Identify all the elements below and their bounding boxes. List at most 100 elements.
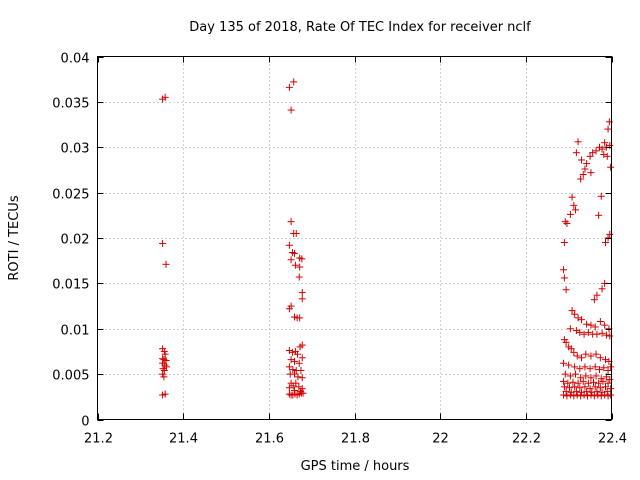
data-point (564, 379, 572, 387)
data-point (574, 314, 582, 322)
data-point (560, 274, 568, 282)
data-point (566, 384, 574, 392)
data-point (599, 377, 607, 385)
data-point (298, 295, 306, 303)
y-tick-label: 0 (81, 415, 89, 430)
y-tick-label: 0.04 (61, 52, 90, 67)
data-point (593, 330, 601, 338)
data-point (602, 383, 610, 391)
data-point (162, 363, 170, 371)
data-point (584, 379, 592, 387)
data-point (587, 374, 595, 382)
data-point (566, 210, 574, 218)
data-point (563, 219, 571, 227)
data-point (595, 379, 603, 387)
data-point (582, 372, 590, 380)
data-point (285, 83, 293, 91)
data-point (561, 370, 569, 378)
data-point (298, 354, 306, 362)
data-point (160, 373, 168, 381)
data-point (287, 218, 295, 226)
data-point (565, 361, 573, 369)
data-point (577, 392, 585, 400)
data-point (587, 169, 595, 177)
data-point (598, 285, 606, 293)
data-point (160, 366, 168, 374)
data-point (298, 255, 306, 263)
data-point (582, 350, 590, 358)
data-point (590, 296, 598, 304)
data-point (583, 387, 591, 395)
y-tick-label: 0.03 (61, 142, 90, 157)
data-point (580, 391, 588, 399)
y-tick-label: 0.025 (52, 188, 89, 203)
x-tick-label: 22.2 (512, 432, 541, 447)
axes: 0 0.005 0.01 0.015 0.02 0.025 0.03 0.035 0.04 21.… (52, 52, 627, 447)
data-point (596, 143, 604, 151)
data-point (574, 138, 582, 146)
data-point (596, 354, 604, 362)
data-point (290, 78, 298, 86)
data-point (560, 239, 568, 247)
data-point (581, 363, 589, 371)
data-point (603, 387, 611, 395)
data-point (603, 152, 611, 160)
y-tick-label: 0.01 (61, 324, 90, 339)
data-point (601, 139, 609, 147)
data-point (292, 229, 300, 237)
grid-lines (97, 56, 612, 420)
data-point (570, 348, 578, 356)
data-point (562, 286, 570, 294)
data-point (579, 170, 587, 178)
x-tick-label: 21.4 (169, 432, 198, 447)
data-point (296, 343, 304, 351)
data-point (577, 175, 585, 183)
data-point (587, 391, 595, 399)
data-point (568, 193, 576, 201)
x-tick-label: 22 (432, 432, 449, 447)
data-point (606, 332, 614, 340)
data-point (298, 288, 306, 296)
data-point (560, 266, 568, 274)
data-point (578, 316, 586, 324)
data-point (594, 391, 602, 399)
data-point (287, 356, 295, 364)
data-point (597, 192, 605, 200)
data-point (602, 356, 610, 364)
data-point (597, 392, 605, 400)
y-tick-label: 0.035 (52, 97, 89, 112)
data-point (601, 321, 609, 329)
data-point (560, 391, 568, 399)
data-point (601, 391, 609, 399)
data-point (606, 230, 614, 238)
data-point (593, 291, 601, 299)
data-point (572, 370, 580, 378)
x-tick-label: 21.8 (341, 432, 370, 447)
data-point (294, 373, 302, 381)
data-point (602, 239, 610, 247)
data-point (294, 350, 302, 358)
data-point (606, 376, 614, 384)
data-point (161, 390, 169, 398)
data-point (568, 307, 576, 315)
data-point (291, 261, 299, 269)
data-point (596, 366, 604, 374)
data-point (562, 387, 570, 395)
data-point (569, 378, 577, 386)
data-point (291, 249, 299, 257)
data-points (159, 78, 615, 400)
data-point (591, 323, 599, 331)
data-point (570, 201, 578, 209)
data-point (604, 125, 612, 133)
data-point (566, 325, 574, 333)
data-point (577, 374, 585, 382)
data-point (604, 366, 612, 374)
data-point (289, 382, 297, 390)
data-point (591, 383, 599, 391)
data-point (295, 273, 303, 281)
data-point (600, 151, 608, 159)
data-point (592, 147, 600, 155)
data-point (297, 366, 305, 374)
data-point (571, 363, 579, 371)
